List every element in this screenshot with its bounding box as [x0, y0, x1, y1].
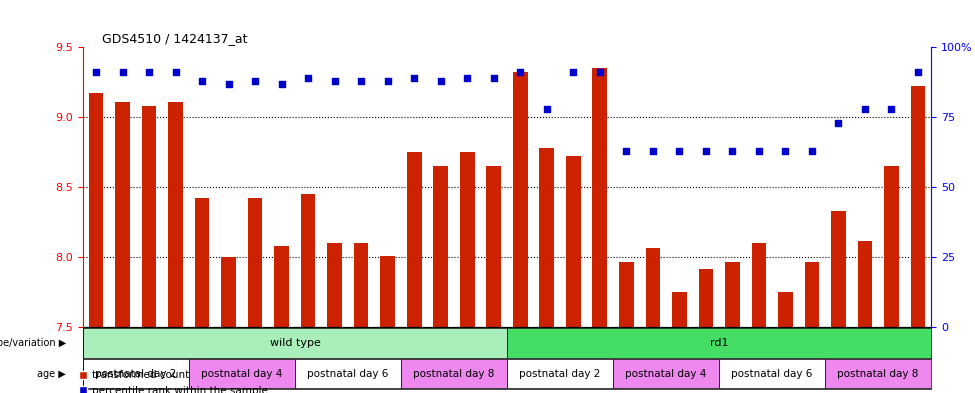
Bar	[380, 256, 395, 327]
Point	[883, 106, 899, 112]
Point	[831, 120, 846, 126]
Bar	[294, 359, 401, 388]
Bar	[804, 262, 819, 327]
Point	[592, 69, 607, 75]
Bar	[911, 86, 925, 327]
Text: genotype/variation ▶: genotype/variation ▶	[0, 338, 66, 348]
Bar	[593, 68, 607, 327]
Point	[89, 69, 104, 75]
Point	[221, 81, 237, 87]
Bar	[141, 106, 156, 327]
Point	[539, 106, 555, 112]
Text: postnatal day 4: postnatal day 4	[201, 369, 283, 379]
Bar	[778, 292, 793, 327]
Bar	[83, 359, 189, 388]
Text: rd1: rd1	[710, 338, 728, 348]
Bar	[720, 359, 825, 388]
Point	[248, 78, 263, 84]
Text: postnatal day 8: postnatal day 8	[413, 369, 494, 379]
Bar	[301, 194, 316, 327]
Bar	[725, 262, 740, 327]
Point	[804, 148, 820, 154]
Bar	[672, 292, 686, 327]
Text: postnatal day 6: postnatal day 6	[307, 369, 389, 379]
Point	[486, 75, 501, 81]
Point	[910, 69, 925, 75]
Text: postnatal day 4: postnatal day 4	[625, 369, 707, 379]
Bar	[507, 359, 613, 388]
Point	[618, 148, 634, 154]
Point	[698, 148, 714, 154]
Bar	[195, 198, 210, 327]
Bar	[407, 152, 421, 327]
Bar	[328, 243, 342, 327]
Bar	[513, 72, 527, 327]
Bar	[248, 198, 262, 327]
Point	[566, 69, 581, 75]
Point	[141, 69, 157, 75]
Bar	[619, 262, 634, 327]
Bar	[858, 241, 873, 327]
Bar	[487, 166, 501, 327]
Point	[857, 106, 873, 112]
Point	[353, 78, 369, 84]
Text: postnatal day 2: postnatal day 2	[96, 369, 176, 379]
Bar	[539, 148, 554, 327]
Bar	[434, 166, 448, 327]
Bar	[115, 102, 130, 327]
Point	[327, 78, 342, 84]
Point	[274, 81, 290, 87]
Point	[724, 148, 740, 154]
Point	[380, 78, 396, 84]
Point	[777, 148, 793, 154]
Bar	[613, 359, 720, 388]
Bar	[884, 166, 899, 327]
Bar	[83, 328, 507, 358]
Point	[115, 69, 131, 75]
Bar	[401, 359, 507, 388]
Bar	[831, 211, 845, 327]
Bar	[507, 328, 931, 358]
Point	[300, 75, 316, 81]
Point	[433, 78, 448, 84]
Point	[194, 78, 210, 84]
Bar	[354, 243, 369, 327]
Text: postnatal day 8: postnatal day 8	[838, 369, 918, 379]
Point	[513, 69, 528, 75]
Bar	[825, 359, 931, 388]
Text: GDS4510 / 1424137_at: GDS4510 / 1424137_at	[102, 32, 248, 45]
Text: postnatal day 6: postnatal day 6	[731, 369, 813, 379]
Bar	[169, 102, 183, 327]
Bar	[89, 94, 103, 327]
Point	[168, 69, 183, 75]
Bar	[645, 248, 660, 327]
Point	[751, 148, 766, 154]
Bar	[221, 257, 236, 327]
Point	[459, 75, 475, 81]
Point	[407, 75, 422, 81]
Text: postnatal day 2: postnatal day 2	[520, 369, 601, 379]
Point	[672, 148, 687, 154]
Bar	[274, 246, 289, 327]
Bar	[698, 268, 713, 327]
Bar	[752, 243, 766, 327]
Bar	[189, 359, 294, 388]
Legend: transformed count, percentile rank within the sample: transformed count, percentile rank withi…	[78, 371, 268, 393]
Point	[645, 148, 661, 154]
Bar	[566, 156, 580, 327]
Text: age ▶: age ▶	[37, 369, 66, 379]
Bar	[460, 152, 475, 327]
Text: wild type: wild type	[269, 338, 321, 348]
